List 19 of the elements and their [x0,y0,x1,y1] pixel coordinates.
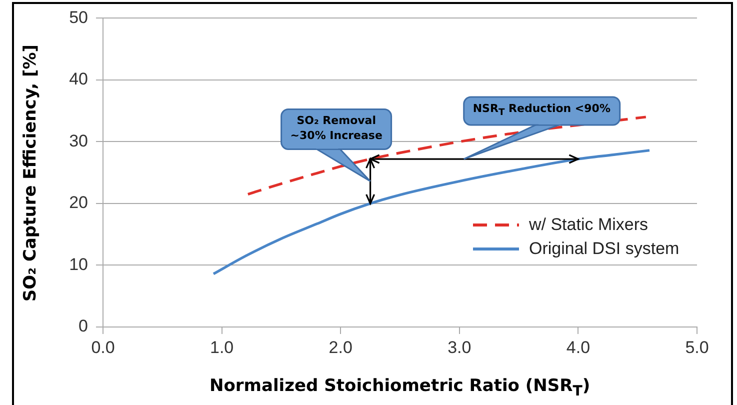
x-tick-label: 5.0 [685,338,709,357]
y-tick-label: 50 [69,8,88,27]
legend-label: w/ Static Mixers [529,214,648,235]
y-tick-label: 0 [78,316,88,336]
y-tick-label: 40 [69,70,88,89]
y-axis-title: SO₂ Capture Efficiency, [%] [20,44,40,302]
x-tick-label: 3.0 [448,338,472,357]
x-tick-label: 1.0 [210,338,234,357]
y-tick-label: 10 [69,254,88,274]
annotation: NSR$_{T}$ Reduction <90% [464,97,620,125]
x-tick-label: 4.0 [566,338,590,357]
annotation: SO₂ Removal ~30% Increase [281,109,392,149]
y-tick-label: 20 [69,193,88,212]
x-axis-title: Normalized Stoichiometric Ratio (NSR$_{T}$) [210,376,590,400]
x-tick-label: 2.0 [328,338,352,357]
legend-label: Original DSI system [529,238,680,259]
x-tick-label: 0.0 [91,338,115,357]
y-tick-label: 30 [69,131,88,150]
line-series [246,116,648,196]
